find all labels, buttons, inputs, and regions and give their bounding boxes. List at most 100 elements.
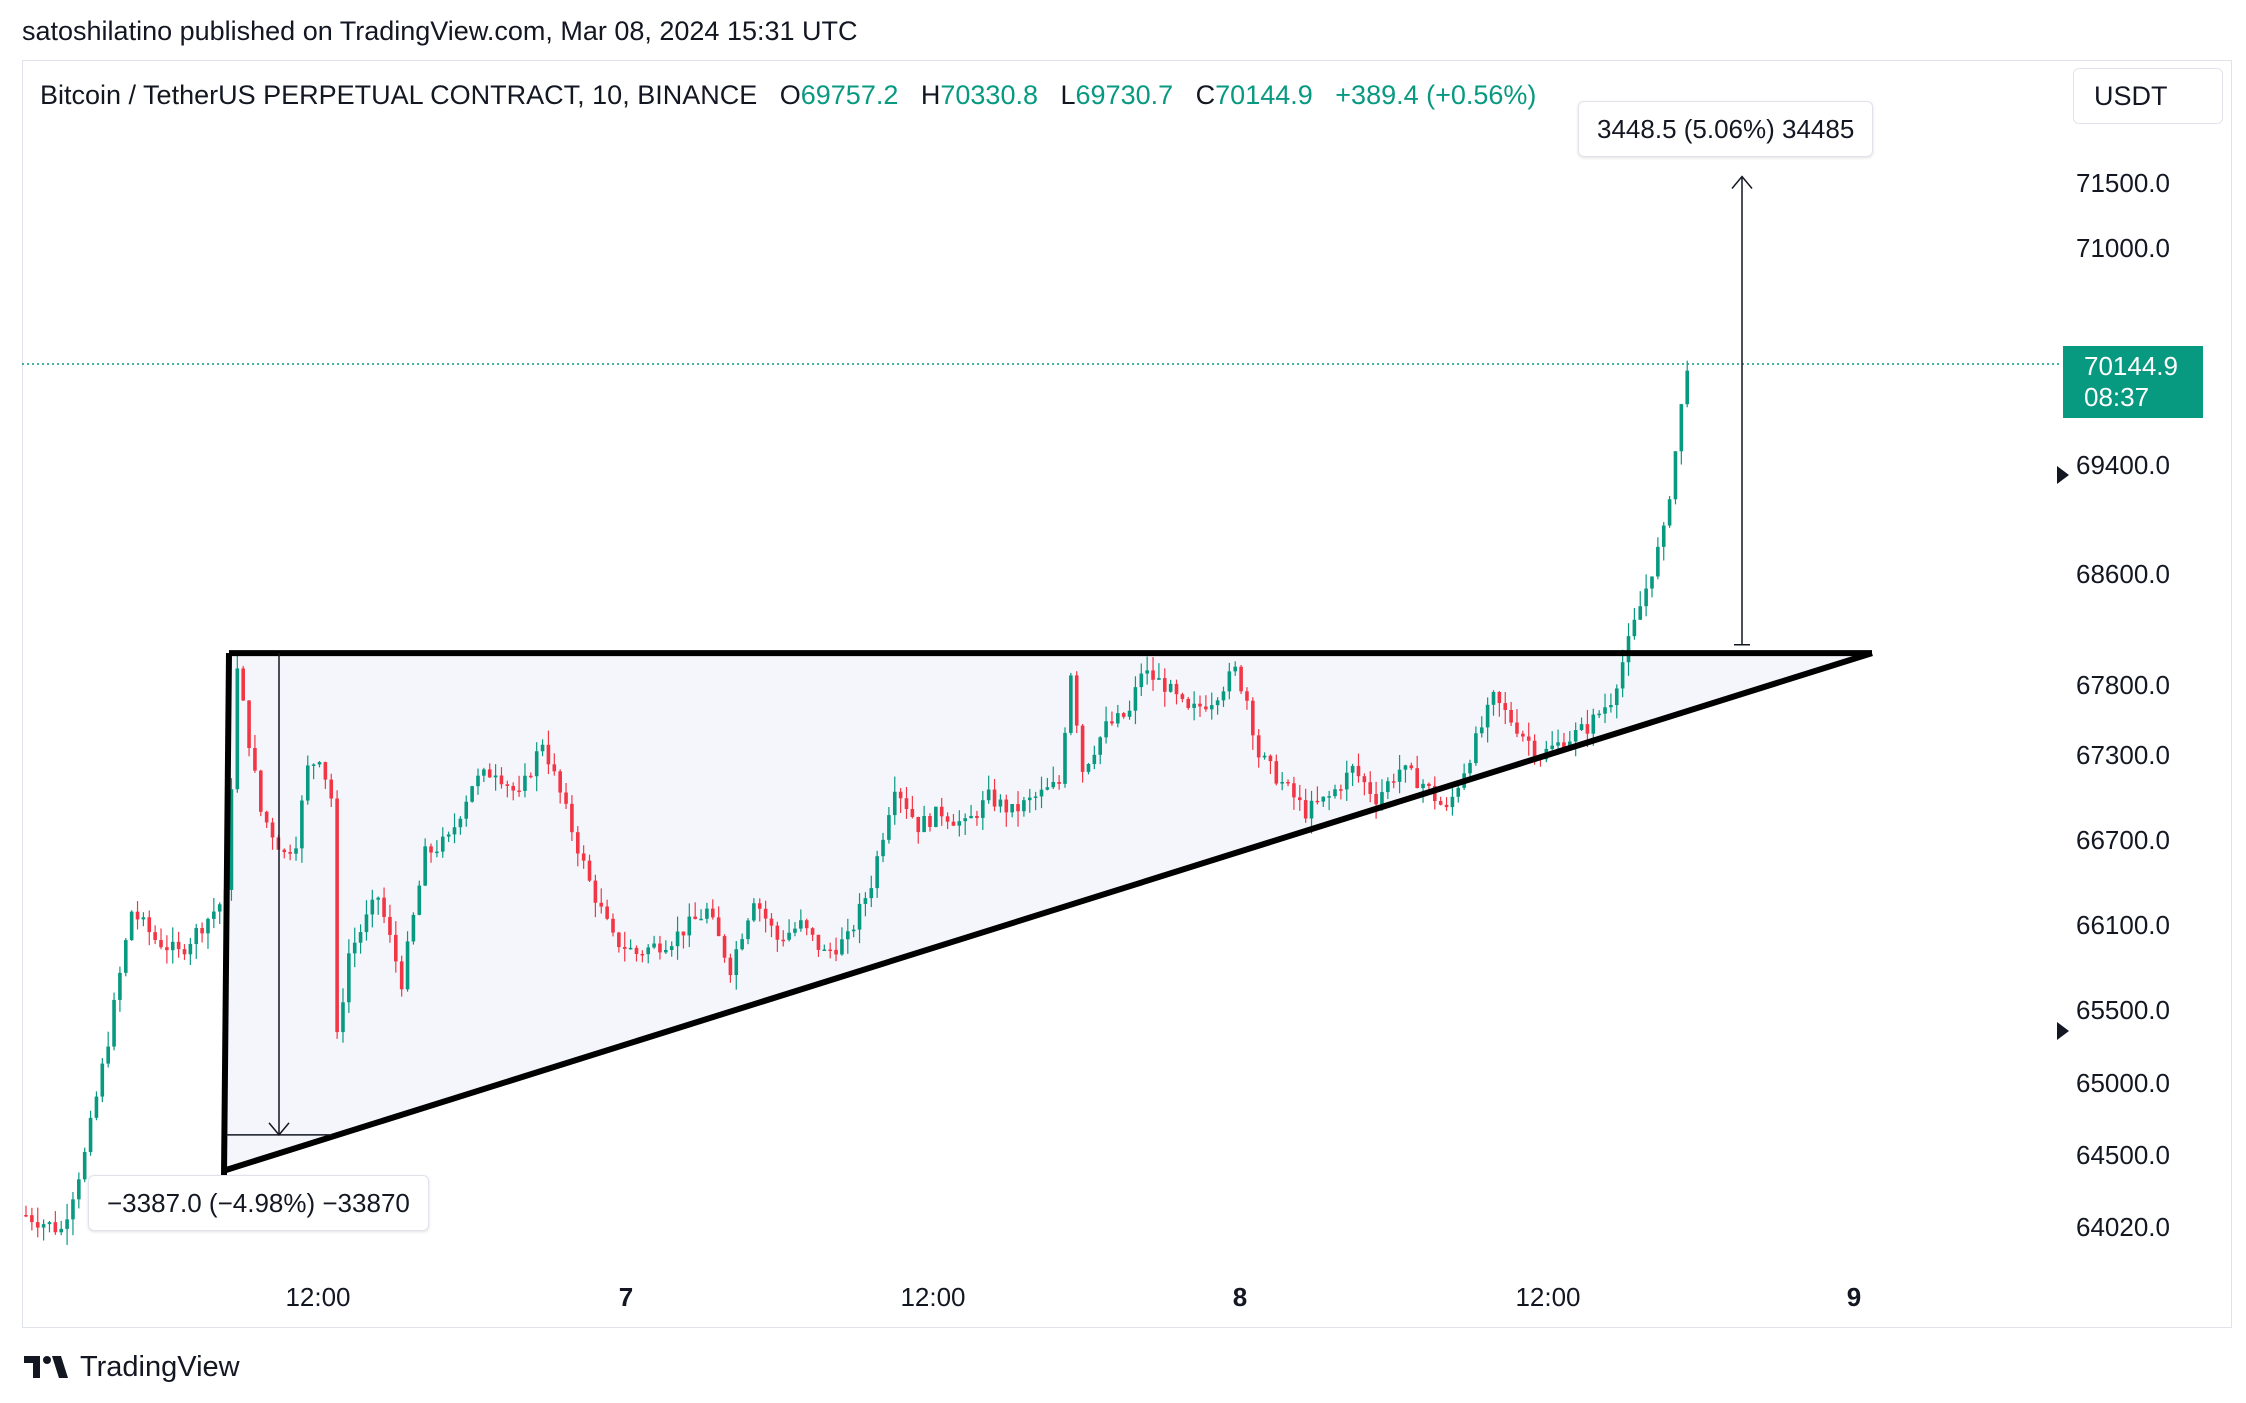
- candle-body: [1509, 709, 1513, 723]
- candle-body: [1116, 713, 1120, 724]
- candle-body: [288, 852, 292, 854]
- candle-body: [1292, 783, 1296, 798]
- candle-body: [611, 918, 615, 933]
- candle-body: [24, 1215, 28, 1217]
- candle-body: [511, 785, 516, 791]
- candle-body: [1339, 789, 1343, 791]
- candle-body: [399, 961, 404, 990]
- candle-body: [892, 791, 897, 816]
- candle-body: [1145, 670, 1149, 674]
- price-axis-tick: 71500.0: [2076, 168, 2170, 198]
- candle-body: [617, 932, 621, 948]
- candle-body: [1186, 698, 1191, 708]
- candle-body: [311, 764, 316, 766]
- candle-body: [863, 898, 868, 904]
- candle-body: [112, 999, 116, 1047]
- candle-body: [435, 851, 439, 854]
- chart-frame[interactable]: [22, 60, 2232, 1328]
- candle-body: [259, 770, 263, 812]
- candle-body: [716, 917, 721, 937]
- candle-body: [212, 911, 216, 919]
- candle-body: [904, 798, 909, 810]
- candle-body: [1391, 781, 1396, 783]
- price-axis-tick: 64020.0: [2076, 1212, 2170, 1242]
- candle-body: [282, 849, 287, 853]
- candle-body: [981, 800, 985, 818]
- candle-body: [1080, 725, 1085, 772]
- candle-body: [153, 932, 157, 941]
- candle-body: [1192, 703, 1196, 708]
- candle-body: [846, 931, 850, 940]
- candle-body: [1245, 691, 1249, 701]
- candle-body: [1421, 783, 1425, 789]
- triangle-left-edge: [221, 653, 232, 1176]
- candle-body: [1092, 754, 1097, 765]
- currency-button[interactable]: USDT: [2073, 68, 2223, 124]
- candle-body: [998, 799, 1003, 807]
- candle-body: [1262, 755, 1267, 758]
- candle-body: [329, 779, 334, 799]
- candle-body: [875, 856, 879, 889]
- candle-body: [247, 700, 251, 749]
- candle-body: [188, 944, 193, 955]
- candle-body: [564, 792, 568, 804]
- candle-body: [775, 925, 780, 940]
- candle-body: [1327, 796, 1331, 798]
- candle-body: [822, 949, 827, 952]
- candle-body: [1027, 797, 1032, 801]
- candle-body: [552, 764, 557, 772]
- candle-body: [1368, 782, 1373, 794]
- candle-body: [88, 1117, 93, 1153]
- candle-body: [1573, 730, 1578, 742]
- price-axis-tick: 65500.0: [2076, 995, 2170, 1025]
- candle-body: [1039, 789, 1044, 797]
- candle-body: [35, 1222, 40, 1228]
- open-value: 69757.2: [800, 80, 899, 110]
- candle-body: [270, 822, 275, 838]
- candle-body: [1386, 781, 1390, 793]
- price-axis-tick: 66100.0: [2076, 910, 2170, 940]
- candle-body: [1638, 606, 1643, 620]
- candle-body: [53, 1222, 58, 1233]
- candle-body: [82, 1152, 87, 1180]
- candle-body: [1661, 525, 1666, 547]
- candle-body: [1333, 789, 1337, 797]
- candle-body: [769, 918, 774, 926]
- candle-body: [1491, 692, 1496, 705]
- axis-marker-icon: [2057, 1022, 2069, 1040]
- candle-body: [1204, 706, 1208, 710]
- candle-body: [705, 908, 709, 919]
- candle-body: [1151, 670, 1155, 680]
- candle-body: [1526, 736, 1531, 741]
- candle-body: [1515, 722, 1519, 734]
- candle-body: [1227, 671, 1232, 692]
- tradingview-logo[interactable]: TradingView: [24, 1351, 240, 1384]
- candle-body: [1397, 769, 1402, 782]
- publisher-line: satoshilatino published on TradingView.c…: [22, 16, 858, 46]
- price-axis-tick: 64500.0: [2076, 1140, 2170, 1170]
- candle-body: [100, 1063, 105, 1097]
- candle-body: [1450, 796, 1455, 808]
- candle-body: [1045, 787, 1050, 790]
- time-axis-tick: 12:00: [1515, 1282, 1580, 1312]
- candle-body: [1297, 797, 1302, 801]
- low-value: 69730.7: [1075, 80, 1174, 110]
- candle-body: [135, 911, 140, 920]
- low-key: L: [1060, 80, 1076, 110]
- candle-body: [1157, 678, 1161, 680]
- candle-body: [816, 934, 821, 950]
- candle-body: [675, 931, 680, 947]
- candle-body: [77, 1179, 81, 1200]
- tradingview-logo-icon: [24, 1355, 68, 1378]
- candle-body: [493, 775, 498, 778]
- candle-body: [505, 784, 510, 786]
- candle-body: [1532, 740, 1537, 757]
- candle-body: [1268, 755, 1273, 762]
- candle-body: [740, 939, 744, 950]
- candle-body: [992, 789, 997, 807]
- candle-body: [1104, 721, 1108, 738]
- candle-body: [176, 941, 181, 950]
- candle-body: [534, 751, 539, 777]
- axis-marker-icon: [2057, 466, 2069, 484]
